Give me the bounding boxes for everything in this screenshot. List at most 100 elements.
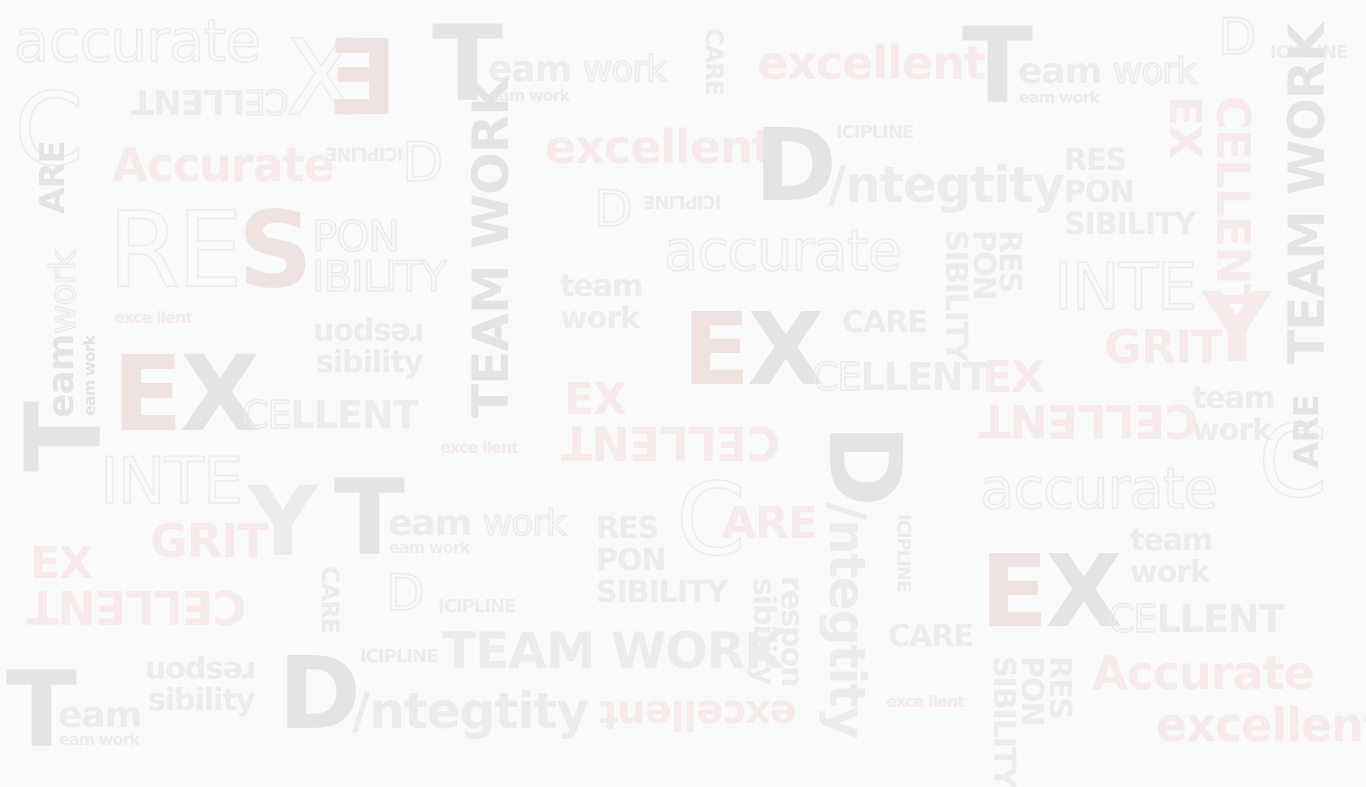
word-sibility-1: sibility (316, 345, 423, 380)
word-eam-work-small-2: eam work (1019, 88, 1100, 107)
word-ex-small-1: EX (30, 538, 93, 589)
word-accurate-outline-2: accurate (663, 219, 903, 284)
word-ibility-outline-1: IBILITY (311, 252, 447, 301)
word-icipline-vertical: ICIPLINE (893, 514, 914, 592)
word-grit-2: GRIT (1104, 320, 1223, 374)
word-sibility-vertical: sibility (746, 578, 781, 685)
word-team-eam-4: eam work (388, 503, 568, 544)
word-work-1: work (560, 301, 640, 336)
word-x-outline: X (284, 17, 357, 139)
word-team-t-2: T (962, 5, 1033, 127)
word-d-outline-3: D (385, 564, 425, 622)
word-ntegtity-1: /ntegtity (352, 682, 589, 740)
word-care-vertical-1: CARE (700, 28, 728, 96)
word-eam-vertical: eam (41, 334, 82, 418)
word-e-mirrored: E (330, 17, 399, 139)
word-sibility-4: SIBILITY (1064, 207, 1196, 242)
word-icipline-3: ICIPLINE (360, 646, 438, 667)
word-cellent-1: CELLENT (241, 393, 418, 437)
word-eam-work-small-3: eam work (59, 730, 140, 749)
word-cellent-2: CELLENT (811, 355, 988, 399)
word-sibility-2: sibility (148, 683, 255, 718)
word-inte-outline-2: INTE (1053, 251, 1198, 325)
word-accurate-2: Accurate (1092, 646, 1315, 700)
word-ex-big-1: EX (112, 333, 260, 455)
word-ex-big-2: EX (682, 291, 824, 408)
word-exce-llent-1: exce llent (114, 308, 193, 327)
word-sibility-vertical-1: SIBILITY (938, 230, 973, 362)
word-integrity-d-2: D (754, 107, 837, 224)
word-s-big: S (238, 189, 313, 311)
word-team-eam-3: eam (58, 695, 142, 736)
word-team-3: team (1130, 523, 1213, 558)
word-team-work-vertical-2: TEAM WORK (1278, 23, 1336, 364)
word-integrity-d-vertical: D (806, 424, 923, 505)
word-team-eam-2: eam work (1018, 51, 1198, 92)
word-eam-work-small-1: eam work (489, 86, 570, 105)
word-sibility-vertical-2: SIBILITY (986, 656, 1021, 787)
word-integrity-d-1: D (278, 635, 361, 752)
word-team-2: team (1192, 381, 1275, 416)
word-are-1: ARE (722, 498, 818, 549)
word-cellent-rotated-2: CELLENT (28, 580, 247, 634)
word-ntegtity-2: /ntegtity (828, 156, 1065, 214)
word-work-vertical-outline: work (42, 250, 84, 335)
word-pon-outline-1: PON (311, 212, 400, 261)
word-team-work-1: TEAM WORK (442, 622, 783, 680)
word-team-work-vertical-1: TEAM WORK (462, 77, 520, 418)
word-care-1: CARE (842, 305, 928, 340)
word-eam-work-vertical: eam work (80, 335, 99, 416)
word-team-t-1: T (432, 3, 503, 125)
word-accurate-outline-3: accurate (979, 457, 1219, 522)
word-are-vertical-2: ARE (1287, 395, 1327, 468)
word-excellent-3: excellent (1156, 698, 1366, 752)
word-work-2: work (1192, 413, 1272, 448)
word-care-2: CARE (888, 619, 974, 654)
word-team-t-4: T (334, 457, 405, 579)
word-team-1: team (560, 269, 643, 304)
word-res-outline-big: RES (107, 189, 306, 311)
word-team-t-3: T (6, 649, 77, 771)
word-d-outline-4: D (593, 180, 633, 238)
word-pon-2: PON (1064, 175, 1135, 210)
word-are-vertical-1: ARE (33, 141, 73, 214)
word-res-2: RES (1064, 143, 1127, 178)
word-cellent-3: CELLENT (1107, 597, 1284, 641)
word-icipline-4: ICIPLINE (836, 122, 914, 143)
word-ex-small-3: EX (982, 352, 1045, 403)
word-d-outline-1: D (1217, 8, 1257, 66)
word-exce-llent-3: exce llent (886, 692, 965, 711)
word-exce-llent-2: exce llent (440, 438, 519, 457)
word-cellent-rotated-1: CELLENT (132, 80, 289, 121)
word-respon-rotated-1: respon (314, 316, 425, 351)
word-work-3: work (1130, 555, 1210, 590)
word-team-eam-1: eam work (488, 49, 668, 90)
word-inte-outline-1: INTE (99, 445, 244, 519)
word-icipline-rotated-2: ICIPLINE (644, 191, 722, 212)
word-d-outline-2: D (401, 131, 444, 194)
word-y-1: Y (248, 466, 318, 578)
word-icipline-rotated-1: ICIPLINE (326, 143, 404, 164)
word-ex-big-3: EX (980, 533, 1122, 650)
word-ex-vertical: EX (1159, 96, 1210, 158)
word-res-1: RES (596, 511, 659, 546)
word-ntegtity-vertical: /ntegtity (818, 502, 876, 738)
word-y-2: Y (1202, 272, 1272, 384)
word-cellent-rotated-3: CELLENT (562, 416, 781, 470)
word-excellent-rotated-1: excellent (600, 691, 797, 737)
word-excellent-1: excellent (757, 36, 986, 90)
word-care-c-outline-3: C (1257, 403, 1328, 520)
word-icipline-1: ICIPLINE (1270, 42, 1348, 63)
word-grit-1: GRIT (150, 514, 269, 568)
word-eam-work-small-4: eam work (389, 538, 470, 557)
word-care-vertical-2: CARE (316, 566, 344, 634)
word-care-c-outline-1: C (13, 71, 84, 188)
word-care-c-outline-2: C (675, 461, 746, 578)
word-accurate-outline-1: accurate (13, 7, 261, 75)
word-cellent-rotated-4: CELLENT (980, 394, 1199, 448)
word-accurate-1: Accurate (112, 138, 335, 192)
word-icipline-2: ICIPLINE (438, 596, 516, 617)
word-respon-rotated-2: respon (146, 654, 257, 689)
word-excellent-2: excellent (545, 120, 774, 174)
word-sibility-3: SIBILITY (596, 575, 728, 610)
